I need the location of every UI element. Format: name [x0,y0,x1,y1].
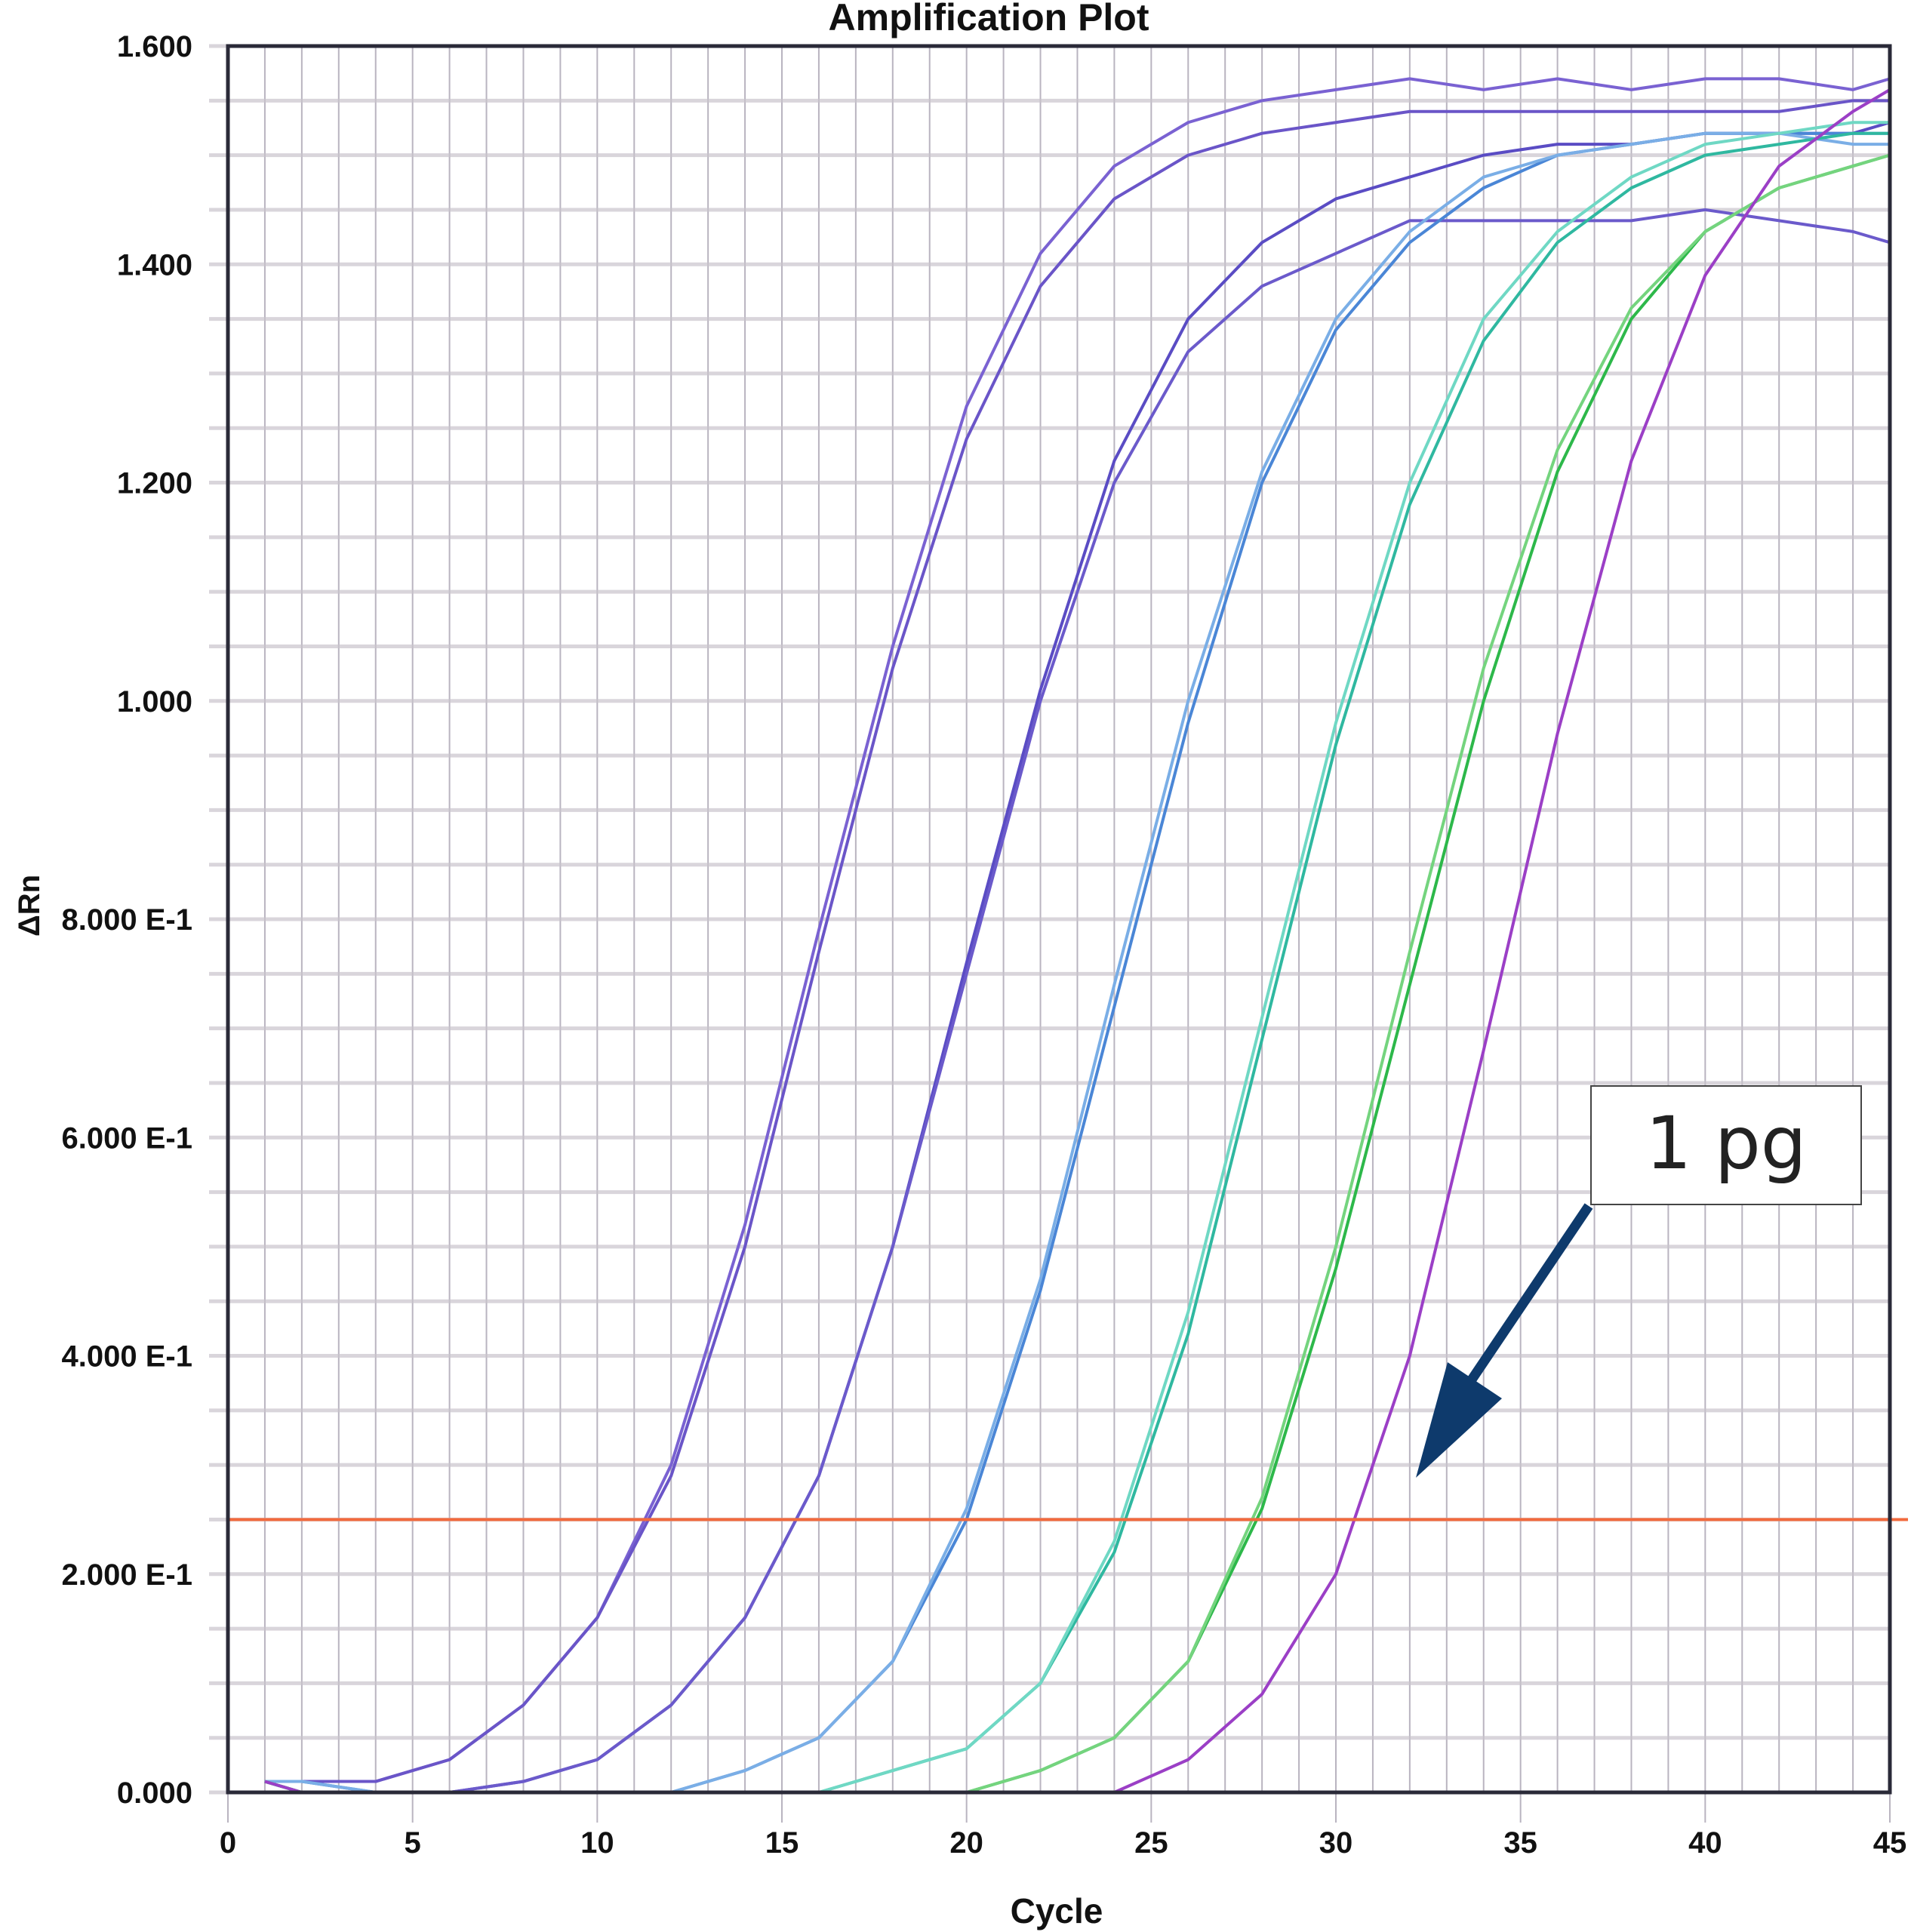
annotation-box [1590,1085,1862,1205]
x-axis-label: Cycle [1011,1891,1103,1930]
y-axis-label: ΔRn [13,875,46,937]
series-line-G2b [264,208,1891,1794]
annotation-arrow-head [1416,1362,1502,1478]
x-tick-label: 10 [580,1826,614,1860]
y-tick-label: 4.000 E-1 [62,1340,192,1374]
plot-frame [226,44,1892,1795]
annotation-label: 1 pg [1645,1101,1806,1186]
y-tick-label: 6.000 E-1 [62,1121,192,1155]
x-tick-label: 20 [949,1826,983,1860]
x-tick-label: 25 [1134,1826,1168,1860]
x-tick-label: 30 [1319,1826,1353,1860]
annotation-1pg: 1 pg [1416,1085,1862,1478]
y-tick-labels: 0.000 2.000 E-1 4.000 E-1 6.000 E-1 8.000 E-… [62,30,192,1810]
y-tick-label: 1.400 [117,248,192,281]
y-tick-label: 8.000 E-1 [62,903,192,937]
x-tick-label: 40 [1688,1826,1722,1860]
x-tick-label: 0 [220,1826,236,1860]
x-tick-label: 35 [1503,1826,1537,1860]
x-tick-label: 15 [765,1826,799,1860]
y-tick-label: 0.000 [117,1777,192,1810]
y-tick-label: 1.000 [117,685,192,718]
chart-title: Amplification Plot [829,0,1149,38]
series-line-G1b [264,99,1890,1783]
x-tick-label: 5 [405,1826,421,1860]
y-tick-label: 1.600 [117,30,192,63]
y-tick-label: 2.000 E-1 [62,1558,192,1592]
y-tick-label: 1.200 [117,467,192,500]
x-tick-label: 45 [1873,1826,1907,1860]
x-tick-labels: 0 5 10 15 20 25 30 35 40 45 [220,1826,1906,1860]
